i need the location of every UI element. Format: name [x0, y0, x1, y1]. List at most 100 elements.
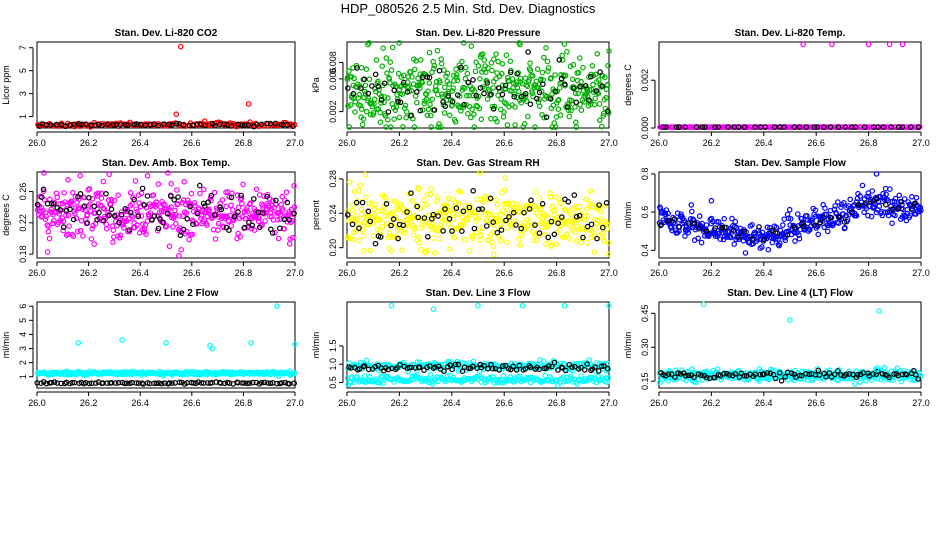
overlay-point — [843, 371, 849, 378]
overlay-point — [241, 224, 248, 231]
data-point — [409, 197, 416, 204]
data-point — [533, 210, 539, 216]
outlier-point — [292, 341, 298, 348]
data-point — [201, 186, 207, 193]
overlay-point — [466, 204, 473, 211]
y-tick-label: 1.5 — [328, 340, 338, 353]
data-point — [229, 207, 236, 213]
data-point — [446, 112, 453, 119]
data-point — [402, 102, 409, 109]
data-point — [604, 81, 611, 88]
overlay-point — [564, 104, 571, 110]
overlay-point — [454, 92, 461, 98]
overlay-point — [527, 101, 534, 108]
data-point — [532, 124, 538, 130]
data-point — [439, 91, 445, 97]
data-point — [196, 206, 203, 213]
overlay-point — [205, 199, 212, 206]
data-point — [193, 221, 200, 227]
y-axis-label: ml/min — [623, 202, 633, 229]
y-tick-label: 1.0 — [328, 358, 338, 371]
data-point — [423, 202, 430, 208]
overlay-point — [421, 367, 427, 374]
data-point — [786, 206, 793, 213]
chart-title: Stan. Dev. Line 4 (LT) Flow — [727, 288, 853, 299]
data-point — [792, 238, 798, 244]
overlay-point — [481, 362, 487, 369]
data-point — [887, 186, 893, 192]
overlay-point — [400, 222, 407, 229]
data-point — [448, 231, 455, 237]
overlay-point — [533, 95, 540, 102]
overlay-point — [51, 379, 58, 385]
data-point — [289, 234, 296, 241]
data-point — [191, 200, 198, 206]
overlay-point — [435, 213, 441, 219]
outlier-point — [517, 41, 523, 48]
y-tick-label: 6 — [18, 304, 28, 309]
data-point — [428, 124, 435, 130]
chart-line4: Stan. Dev. Line 4 (LT) Flow ml/min 26.0 26.… — [623, 288, 930, 408]
data-point — [681, 217, 688, 224]
data-point — [417, 85, 423, 91]
overlay-point — [63, 379, 70, 386]
data-point — [451, 235, 458, 241]
overlay-point — [676, 224, 683, 230]
data-point — [892, 212, 898, 219]
data-point — [238, 195, 245, 202]
data-point — [283, 189, 290, 196]
data-point — [449, 88, 456, 94]
data-point — [51, 217, 57, 224]
overlay-point — [184, 216, 191, 222]
overlay-point — [863, 200, 869, 206]
overlay-point — [861, 124, 868, 130]
data-point — [347, 102, 354, 108]
data-point — [87, 201, 93, 207]
data-point — [111, 197, 118, 204]
data-point — [596, 232, 603, 238]
data-point — [749, 124, 756, 130]
y-tick-label: 2 — [18, 360, 28, 365]
outlier-point — [209, 345, 216, 352]
data-point — [43, 213, 50, 220]
data-point — [559, 234, 566, 240]
x-tick-label: 26.0 — [650, 398, 668, 408]
x-tick-label: 26.6 — [807, 398, 825, 408]
data-point — [382, 213, 389, 219]
data-point — [384, 117, 391, 123]
overlay-point — [197, 182, 203, 189]
overlay-point — [246, 219, 252, 226]
overlay-point — [436, 67, 443, 74]
outlier-point — [881, 364, 888, 371]
outlier-point — [173, 111, 180, 118]
data-point — [461, 236, 468, 243]
overlay-point — [870, 198, 876, 205]
outlier-point — [475, 302, 481, 309]
overlay-point — [540, 81, 546, 88]
data-point — [433, 78, 440, 85]
data-point — [362, 209, 368, 216]
overlay-point — [344, 212, 351, 218]
overlay-point — [84, 220, 91, 226]
y-axis-label: ml/min — [311, 332, 321, 359]
y-tick-label: 0.20 — [328, 239, 338, 257]
data-point — [132, 178, 139, 184]
overlay-point — [431, 107, 438, 113]
overlay-point — [121, 380, 128, 387]
data-point — [121, 225, 127, 231]
overlay-point — [77, 191, 84, 197]
data-point — [459, 214, 465, 220]
overlay-point — [377, 234, 384, 240]
data-point — [381, 194, 388, 200]
data-point — [153, 199, 160, 205]
data-point — [776, 240, 783, 247]
data-point — [70, 189, 76, 196]
data-point — [344, 208, 351, 215]
overlay-point — [105, 121, 111, 127]
outlier-point — [606, 302, 612, 309]
data-point — [501, 187, 508, 193]
overlay-point — [573, 99, 580, 106]
x-tick-label: 26.4 — [443, 398, 461, 408]
overlay-point — [445, 93, 452, 99]
overlay-point — [879, 371, 886, 377]
